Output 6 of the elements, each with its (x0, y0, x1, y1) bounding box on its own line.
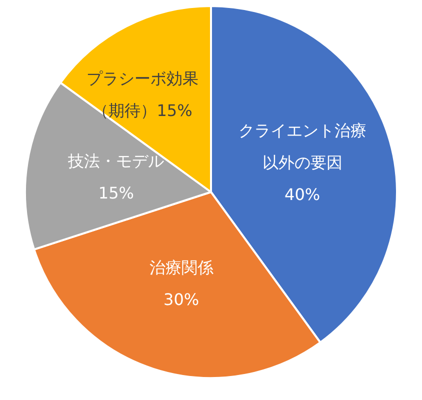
slice-label: 技法・モデル (67, 151, 164, 170)
data-label: 40% (284, 184, 320, 204)
slice-label: クライエント治療以外の要因 (238, 120, 366, 172)
slice-label: 治療関係 (149, 258, 214, 277)
data-label: 30% (164, 290, 200, 309)
data-label: 15% (98, 183, 134, 202)
